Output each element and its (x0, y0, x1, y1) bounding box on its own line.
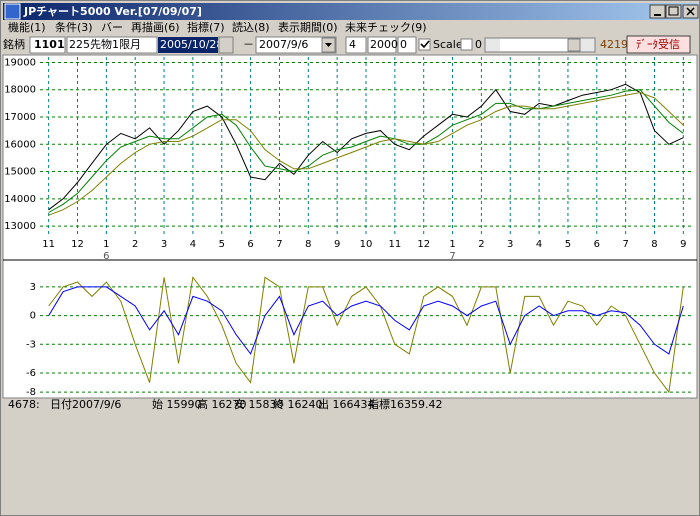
series-line (48, 89, 684, 213)
app-icon (4, 3, 21, 20)
x-tick-label: 11 (388, 239, 401, 250)
x-tick-label: 6 (594, 239, 600, 250)
y-tick-label: -8 (26, 387, 36, 398)
x-tick-label: 11 (42, 239, 55, 250)
field2-input[interactable] (367, 36, 397, 54)
y-tick-label: 0 (30, 311, 36, 322)
date-dash: － (243, 38, 254, 51)
x-tick-label: 9 (680, 239, 686, 250)
x-tick-label: 2 (478, 239, 484, 250)
x-tick-label: 8 (305, 239, 311, 250)
field3-input[interactable] (397, 36, 417, 54)
y-tick-label: -3 (26, 339, 36, 350)
status-item: 日付2007/9/6 (50, 398, 121, 411)
menu-item[interactable]: 指標(7) (187, 20, 225, 34)
minimize-button[interactable] (649, 4, 666, 19)
y-tick-label: 14000 (4, 194, 36, 205)
status-item: 4678: (8, 398, 40, 411)
field2-text: 2000 (370, 38, 398, 51)
status-item: 出 166434 (318, 397, 375, 411)
x-tick-label: 1 (103, 239, 109, 250)
y-tick-label: 17000 (4, 112, 36, 123)
field1-text: 4 (349, 38, 356, 51)
scale-checkbox[interactable] (460, 38, 473, 51)
name-text: 225先物1限月 (69, 37, 141, 51)
scroll-track (500, 39, 568, 51)
window-buttons (649, 4, 699, 19)
receive-button-label: ﾃﾞｰﾀ受信 (636, 38, 680, 51)
checkbox[interactable] (418, 38, 431, 51)
x-tick-label: 1 (449, 239, 455, 250)
scale-value: 0 (475, 38, 482, 51)
x-tick-label: 8 (651, 239, 657, 250)
x-tick-label: 4 (190, 239, 196, 250)
series-line (48, 286, 684, 355)
start-date-text: 2005/10/28 (160, 38, 223, 51)
x-tick-label: 7 (276, 239, 282, 250)
code-input[interactable] (29, 36, 66, 54)
x-tick-label: 7 (622, 239, 628, 250)
scroll-thumb[interactable] (567, 38, 581, 52)
year-label: 6 (103, 251, 109, 262)
end-date-text: 2007/9/6 (259, 38, 308, 51)
menu-item[interactable]: 再描画(6) (131, 20, 180, 34)
code-text: 1101 (34, 38, 65, 51)
date-spinner[interactable] (218, 36, 234, 54)
menu-item[interactable]: 読込(8) (232, 20, 270, 34)
menu-item[interactable]: 条件(3) (55, 20, 93, 34)
series-line (48, 83, 684, 211)
x-tick-label: 5 (219, 239, 225, 250)
x-tick-label: 6 (247, 239, 253, 250)
end-date-combo[interactable] (255, 36, 337, 54)
x-tick-label: 12 (71, 239, 84, 250)
status-item: 終 16240 (273, 397, 323, 411)
x-tick-label: 4 (536, 239, 542, 250)
field3-text: 0 (400, 38, 407, 51)
y-tick-label: 15000 (4, 167, 36, 178)
check-glyph (420, 40, 430, 49)
field1-input[interactable] (345, 36, 367, 54)
year-label: 7 (449, 251, 455, 262)
code-label: 銘柄 (3, 37, 25, 51)
y-tick-label: 13000 (4, 221, 36, 232)
x-tick-label: 3 (507, 239, 513, 250)
receive-button[interactable] (626, 35, 691, 54)
y-tick-label: 18000 (4, 85, 36, 96)
window-title: JPチャート5000 Ver.[07/09/07] (23, 5, 202, 18)
toolbar: 銘柄 1101 225先物1限月 2005/10/28 － 2007/9/6 4… (3, 35, 691, 54)
menu-item[interactable]: 未来チェック(9) (345, 21, 427, 34)
status-item: 高 16270 (197, 397, 247, 411)
maximize-glyph (668, 6, 679, 16)
title-bar (3, 3, 697, 20)
menu-item[interactable]: 機能(1) (8, 20, 46, 34)
y-tick-label: -6 (26, 368, 36, 379)
start-date-input[interactable] (158, 37, 218, 53)
x-tick-label: 5 (565, 239, 571, 250)
status-item: 指標16359.42 (368, 397, 443, 411)
status-item: 安 15830 (234, 397, 284, 411)
name-box (66, 36, 158, 54)
x-tick-label: 3 (161, 239, 167, 250)
series-line (48, 276, 684, 394)
arrow-glyph (325, 43, 332, 47)
count-text: 4219 (600, 38, 628, 51)
menu-item[interactable]: バー (101, 21, 123, 34)
x-tick-label: 12 (417, 239, 430, 250)
series-line (48, 91, 684, 216)
status-item: 始 15990 (152, 397, 202, 411)
x-tick-label: 9 (334, 239, 340, 250)
menu-item[interactable]: 表示期間(0) (278, 20, 338, 34)
close-glyph (686, 7, 695, 16)
x-tick-label: 2 (132, 239, 138, 250)
scale-label: Scale (433, 38, 463, 51)
menu-bar: 機能(1) 条件(3) バー 再描画(6) 指標(7) 読込(8) 表示期間(0) 未来チェッ… (8, 20, 427, 34)
y-tick-label: 19000 (4, 57, 36, 68)
y-tick-label: 3 (30, 282, 36, 293)
y-tick-label: 16000 (4, 139, 36, 150)
x-tick-label: 10 (360, 239, 373, 250)
